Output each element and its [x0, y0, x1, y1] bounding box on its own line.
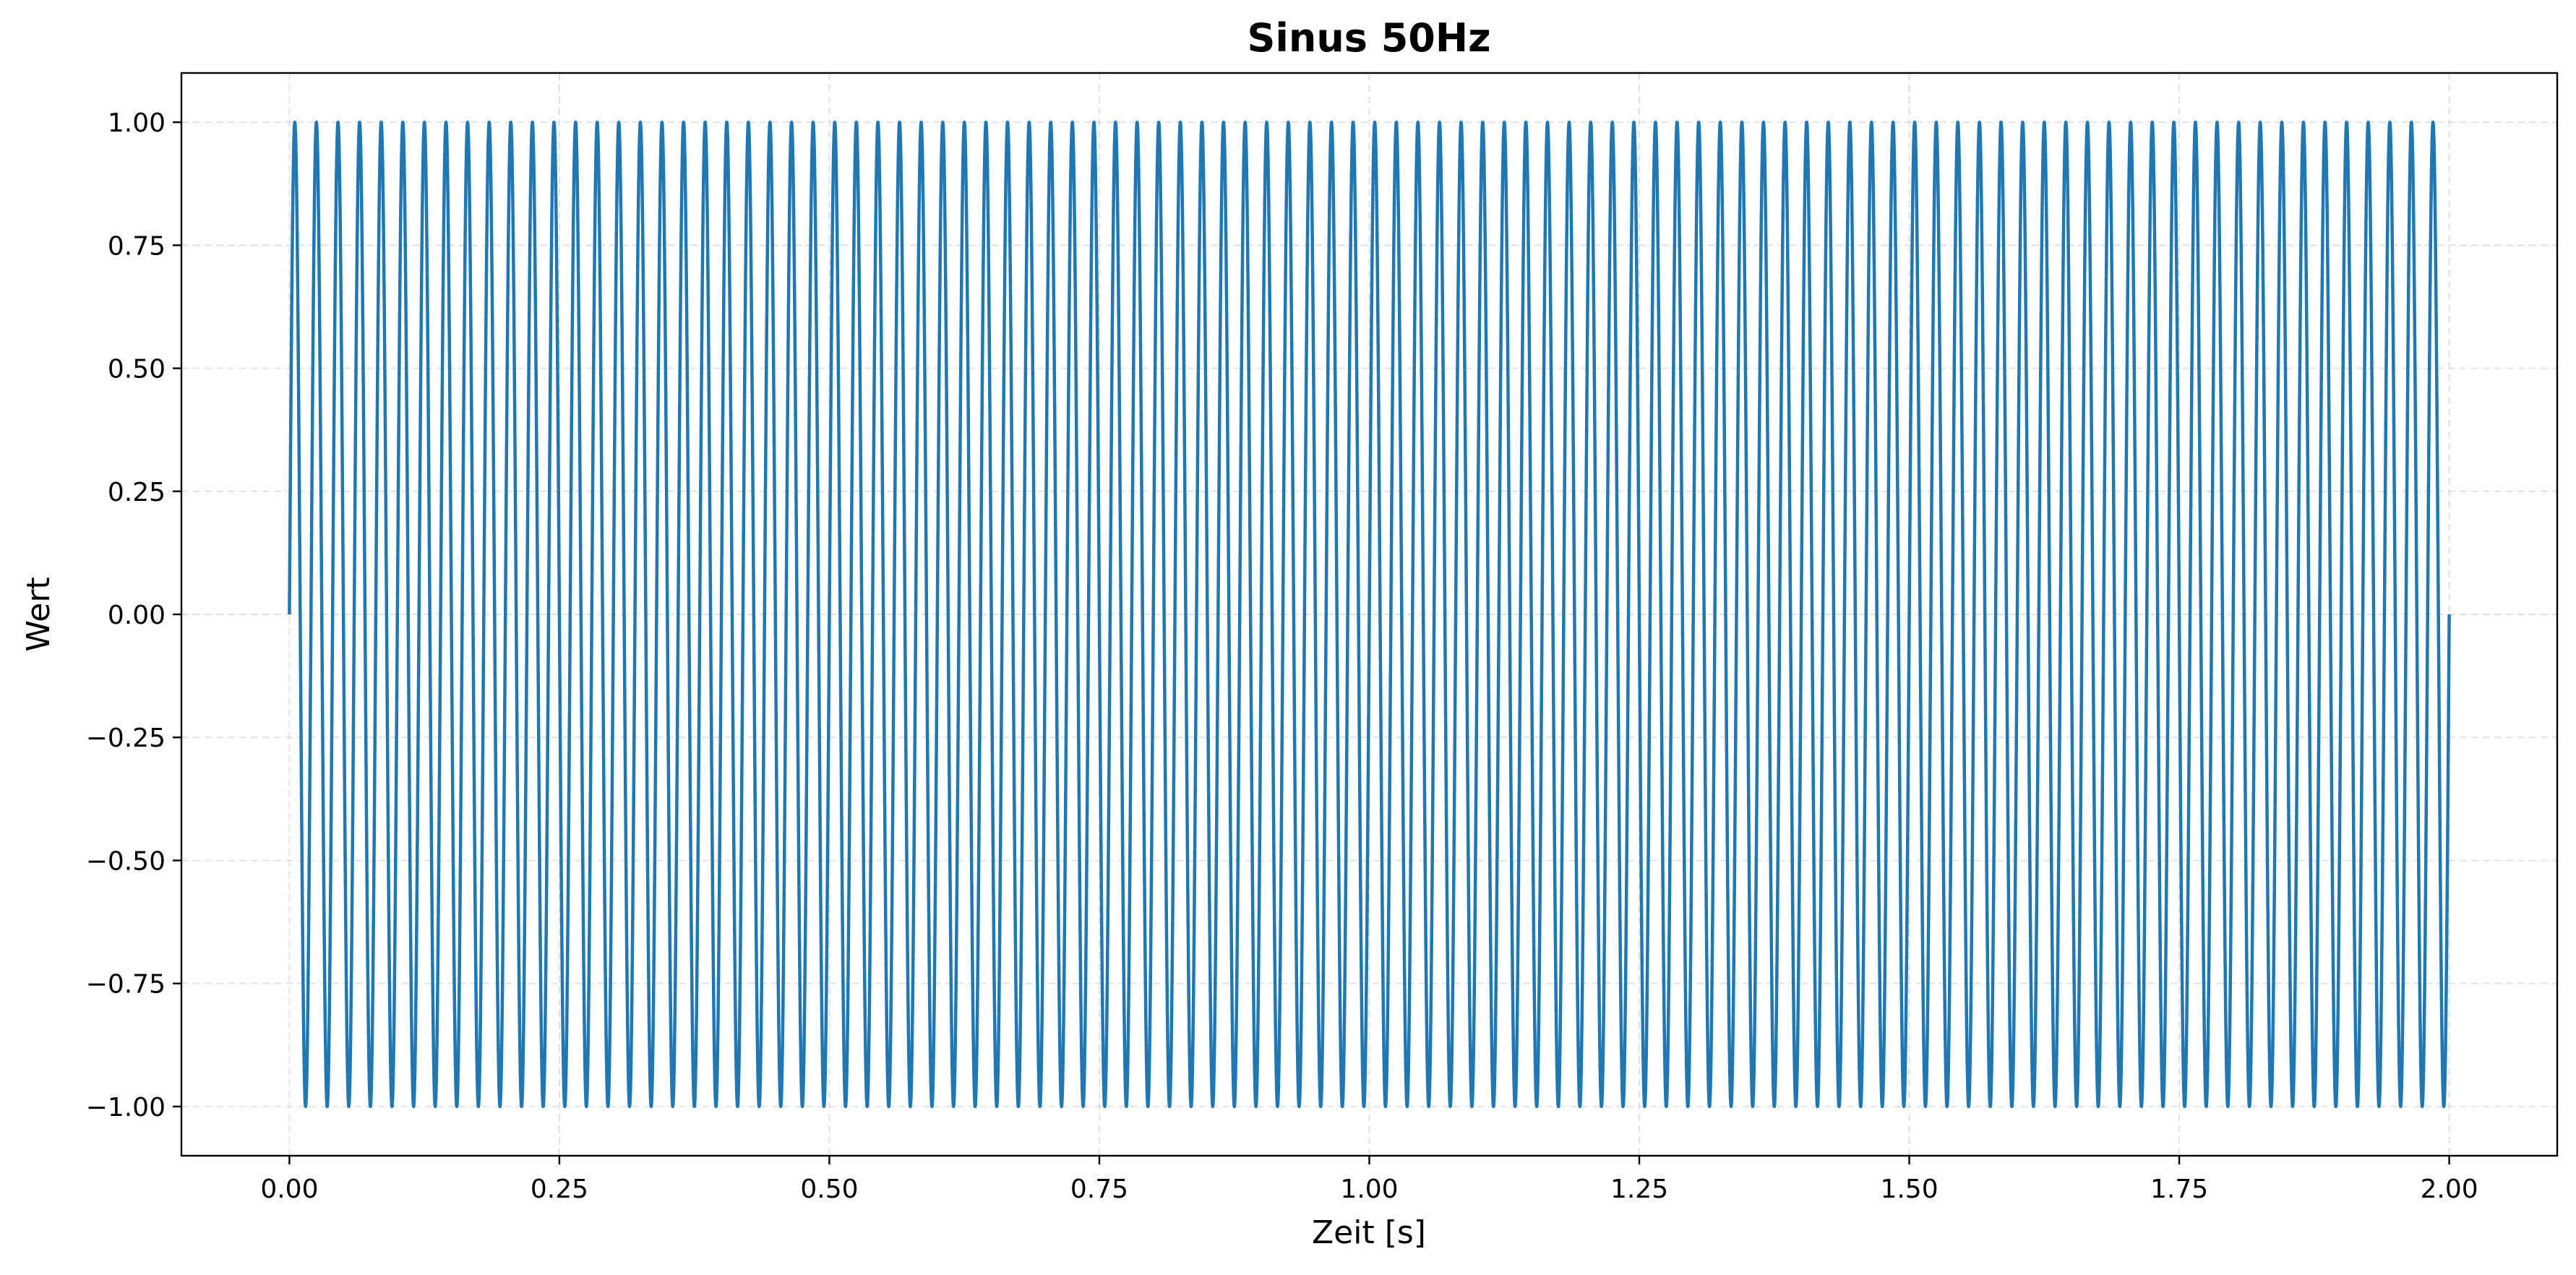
- y-tick-label: 1.00: [108, 108, 166, 138]
- series-layer: [288, 120, 2451, 1109]
- x-tick-label: 2.00: [2421, 1175, 2478, 1204]
- y-tick-label: 0.50: [108, 355, 166, 385]
- y-tick-label: −1.00: [86, 1093, 166, 1122]
- x-tick-label: 1.00: [1340, 1175, 1398, 1204]
- x-tick-label: 0.50: [800, 1175, 858, 1204]
- y-tick-label: −0.75: [86, 970, 166, 1000]
- y-axis-label: Wert: [20, 577, 57, 651]
- y-axis-ticks: −1.00 −0.75 −0.50 −0.25 0.00 0.25 0.50 0.75 1.00: [86, 108, 181, 1122]
- series-line: [288, 120, 2451, 1109]
- y-tick-label: 0.25: [108, 478, 166, 507]
- x-tick-label: 0.25: [531, 1175, 588, 1204]
- x-tick-label: 1.50: [1880, 1175, 1938, 1204]
- x-tick-label: 0.00: [260, 1175, 318, 1204]
- chart-title: Sinus 50Hz: [1248, 15, 1491, 61]
- x-axis-ticks: 0.00 0.25 0.50 0.75 1.00 1.25 1.50 1.75 2.00: [260, 1156, 2478, 1204]
- y-tick-label: 0.75: [108, 231, 166, 261]
- x-tick-label: 1.25: [1610, 1175, 1668, 1204]
- x-tick-label: 0.75: [1070, 1175, 1128, 1204]
- y-tick-label: −0.25: [86, 724, 166, 753]
- x-tick-label: 1.75: [2150, 1175, 2208, 1204]
- y-tick-label: 0.00: [108, 601, 166, 630]
- x-axis-label: Zeit [s]: [1312, 1214, 1426, 1251]
- y-tick-label: −0.50: [86, 846, 166, 876]
